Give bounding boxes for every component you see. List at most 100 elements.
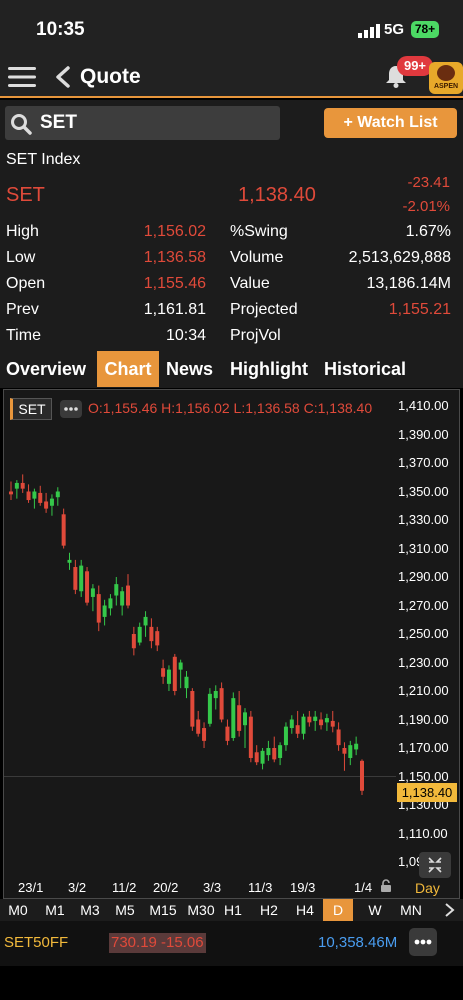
- candle: [55, 487, 60, 506]
- stat-value: 10:34: [165, 327, 206, 344]
- candle-body: [196, 719, 201, 734]
- timeframe-h1[interactable]: H1: [224, 902, 242, 918]
- candle-body: [67, 559, 72, 563]
- tab-news[interactable]: News: [166, 359, 214, 379]
- y-tick-label: 1,170.00: [398, 740, 449, 755]
- more-options-icon[interactable]: [409, 928, 437, 956]
- candle: [278, 742, 283, 766]
- candle: [342, 742, 347, 771]
- back-chevron-icon[interactable]: [54, 66, 72, 88]
- timeframe-w[interactable]: W: [368, 902, 382, 918]
- chevron-right-icon[interactable]: [440, 902, 460, 918]
- network-label: 5G: [384, 21, 405, 38]
- candle: [266, 740, 271, 761]
- timeframe-m5[interactable]: M5: [115, 902, 135, 918]
- candle: [67, 552, 72, 570]
- stat-value: 1,155.46: [143, 275, 206, 292]
- y-tick-label: 1,110.00: [398, 825, 448, 841]
- candle: [96, 585, 101, 632]
- tab-historical[interactable]: Historical: [324, 359, 407, 379]
- candle: [172, 653, 177, 696]
- chart-symbol-chip[interactable]: SET: [10, 398, 52, 420]
- candle: [61, 508, 66, 549]
- candle-body: [44, 501, 49, 509]
- search-input[interactable]: [40, 107, 276, 139]
- timeframe-m0[interactable]: M0: [8, 902, 28, 918]
- candle-body: [324, 718, 329, 723]
- y-tick-label: 1,150.00: [398, 768, 449, 784]
- candle-body: [166, 669, 171, 684]
- candle-body: [295, 725, 300, 734]
- candle: [131, 626, 136, 656]
- ticker-price: 730.19 -15.06: [109, 933, 206, 953]
- candle-body: [231, 698, 236, 739]
- candle-body: [126, 585, 130, 606]
- timeframe-h4[interactable]: H4: [296, 902, 314, 918]
- candle: [90, 584, 95, 612]
- candle-body: [32, 491, 37, 499]
- candle-body: [272, 748, 277, 760]
- stat-label: Volume: [230, 249, 284, 266]
- tab-chart[interactable]: Chart: [97, 351, 159, 387]
- price-change-percent: -2.01%: [402, 198, 450, 215]
- aspen-logo[interactable]: ASPEN: [429, 62, 463, 94]
- candle: [120, 586, 125, 616]
- candle: [301, 713, 306, 740]
- candle-body: [184, 676, 189, 689]
- timeframe-m15[interactable]: M15: [149, 902, 177, 918]
- lock-icon[interactable]: [380, 879, 392, 892]
- candle: [143, 611, 148, 637]
- candle-body: [149, 626, 154, 642]
- stat-label: Value: [230, 275, 270, 292]
- stat-value: 1,136.58: [143, 249, 206, 266]
- candle-body: [254, 752, 259, 763]
- candlestick-chart[interactable]: [4, 390, 396, 876]
- candle: [248, 710, 253, 763]
- timeframe-mn[interactable]: MN: [400, 902, 422, 918]
- candle: [319, 712, 324, 730]
- candle-body: [26, 491, 31, 501]
- candle-body: [114, 584, 119, 596]
- timeframe-d[interactable]: D: [323, 899, 353, 921]
- candle: [237, 691, 242, 737]
- signal-icon: [358, 24, 380, 38]
- last-price-tag: 1,138.40: [397, 783, 457, 802]
- candle-body: [73, 567, 78, 590]
- candle-body: [342, 748, 347, 754]
- stat-label: Prev: [6, 301, 39, 318]
- candle-body: [190, 691, 195, 727]
- candle-body: [178, 662, 183, 670]
- candle-body: [137, 626, 142, 643]
- candle: [14, 480, 19, 499]
- candle: [166, 665, 171, 691]
- candle: [32, 488, 37, 509]
- candle: [260, 748, 265, 770]
- notification-badge: 99+: [397, 56, 433, 76]
- candle: [79, 559, 84, 597]
- candle-body: [213, 691, 218, 699]
- y-tick-label: 1,370.00: [398, 455, 449, 470]
- candle-body: [354, 743, 359, 750]
- fullscreen-icon[interactable]: [419, 852, 451, 878]
- candle-body: [307, 716, 312, 723]
- timeframe-m1[interactable]: M1: [45, 902, 65, 918]
- timeframe-m3[interactable]: M3: [80, 902, 100, 918]
- nav-bar: [0, 56, 463, 98]
- y-tick-label: 1,230.00: [398, 654, 449, 670]
- stat-label: Low: [6, 249, 36, 266]
- tab-overview[interactable]: Overview: [6, 359, 87, 379]
- candle-body: [278, 745, 283, 758]
- candle-body: [248, 716, 253, 758]
- status-time: 10:35: [36, 19, 85, 40]
- more-icon[interactable]: [60, 400, 82, 418]
- x-tick-label: 3/2: [68, 880, 87, 895]
- menu-icon[interactable]: [8, 66, 36, 88]
- timeframe-m30[interactable]: M30: [187, 902, 215, 918]
- candle-body: [120, 591, 125, 606]
- timeframe-h2[interactable]: H2: [260, 902, 278, 918]
- ticker-symbol[interactable]: SET50FF: [4, 934, 69, 951]
- add-watchlist-button[interactable]: + Watch List: [324, 108, 457, 138]
- chart-area[interactable]: [3, 389, 460, 899]
- period-label: Day: [415, 880, 440, 896]
- tab-highlight[interactable]: Highlight: [230, 359, 308, 379]
